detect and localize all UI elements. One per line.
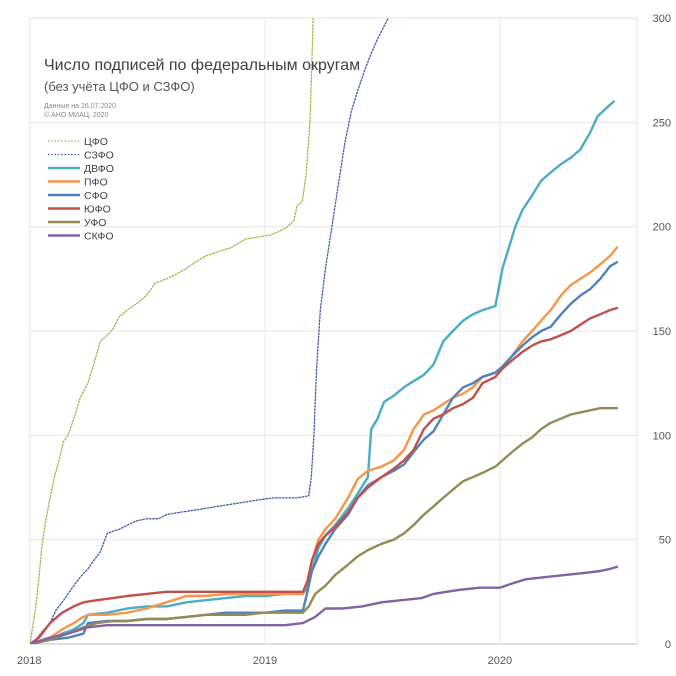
copyright-note: © АНО МИАЦ, 2020 bbox=[44, 111, 108, 119]
series-line-СЗФО bbox=[30, 18, 390, 644]
x-tick-label: 2018 bbox=[17, 655, 41, 667]
legend-label: СКФО bbox=[84, 231, 114, 243]
series-line-УФО bbox=[30, 407, 619, 644]
legend-label: СЗФО bbox=[84, 150, 114, 162]
y-tick-label: 100 bbox=[653, 430, 671, 442]
series-line-ЮФО bbox=[30, 306, 619, 644]
x-tick-label: 2020 bbox=[488, 655, 512, 667]
series-line-ПФО bbox=[30, 246, 619, 644]
series-line-СКФО bbox=[30, 565, 619, 644]
y-tick-label: 0 bbox=[665, 639, 671, 651]
y-tick-label: 150 bbox=[653, 326, 671, 338]
y-tick-label: 300 bbox=[653, 13, 671, 25]
chart-header: Число подписей по федеральным округам (б… bbox=[44, 57, 360, 119]
x-tick-label: 2019 bbox=[253, 655, 277, 667]
series-lines bbox=[30, 18, 619, 644]
chart-subtitle: (без учёта ЦФО и СЗФО) bbox=[44, 79, 195, 94]
legend-label: УФО bbox=[84, 217, 106, 229]
data-date-note: Данные на 26.07.2020 bbox=[44, 103, 116, 110]
grid bbox=[29, 17, 638, 645]
axes: 0 50 100 150 200 250 300 2018 2019 2020 bbox=[17, 13, 671, 667]
y-tick-label: 200 bbox=[653, 222, 671, 234]
y-tick-label: 250 bbox=[653, 117, 671, 129]
series-line-ДВФО bbox=[30, 100, 615, 644]
legend-label: ЦФО bbox=[84, 136, 108, 148]
y-tick-label: 50 bbox=[659, 535, 671, 547]
legend-label: ЮФО bbox=[84, 204, 111, 216]
legend-label: СФО bbox=[84, 190, 108, 202]
series-line-ЦФО bbox=[30, 18, 314, 644]
chart-title: Число подписей по федеральным округам bbox=[44, 57, 360, 74]
legend-label: ДВФО bbox=[84, 163, 114, 175]
legend-label: ПФО bbox=[84, 177, 108, 189]
